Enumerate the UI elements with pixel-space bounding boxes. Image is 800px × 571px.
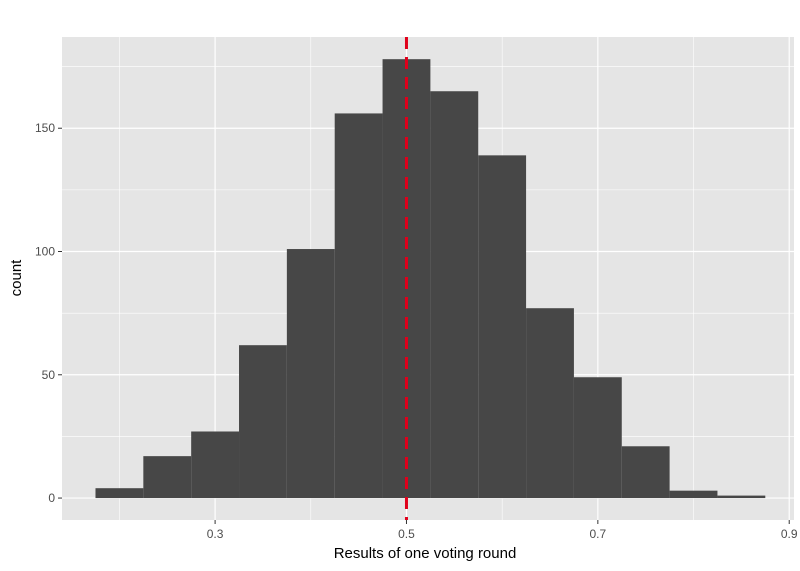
- x-tick-label: 0.5: [398, 527, 415, 541]
- histogram-bars: [95, 59, 766, 499]
- y-axis-title: count: [8, 259, 25, 297]
- x-tick-label: 0.9: [781, 527, 798, 541]
- y-tick-label: 50: [42, 368, 56, 382]
- histogram-bar: [717, 495, 766, 499]
- histogram-bar: [573, 377, 622, 499]
- x-tick-label: 0.7: [589, 527, 606, 541]
- histogram-bar: [239, 345, 287, 499]
- histogram-bar: [621, 446, 670, 499]
- y-tick-label: 0: [48, 491, 55, 505]
- watermark-logo: 微博 三湘清秋: [676, 541, 790, 561]
- histogram-bar: [669, 490, 718, 499]
- histogram-bar: [143, 456, 192, 499]
- y-tick-label: 150: [35, 121, 55, 135]
- histogram-bar: [478, 155, 527, 499]
- histogram-bar: [430, 91, 479, 499]
- x-tick-label: 0.3: [207, 527, 224, 541]
- y-tick-label: 100: [35, 245, 55, 259]
- x-axis-title: Results of one voting round: [334, 545, 517, 562]
- histogram-bar: [286, 249, 335, 499]
- histogram-bar: [191, 431, 240, 499]
- histogram-bar: [526, 308, 574, 499]
- axis-tick-labels: 0.3 0.5 0.7 0.9 0 50 100 150: [35, 121, 798, 541]
- histogram-bar: [334, 113, 383, 499]
- histogram-bar: [95, 488, 144, 499]
- axis-ticks: [58, 127, 790, 524]
